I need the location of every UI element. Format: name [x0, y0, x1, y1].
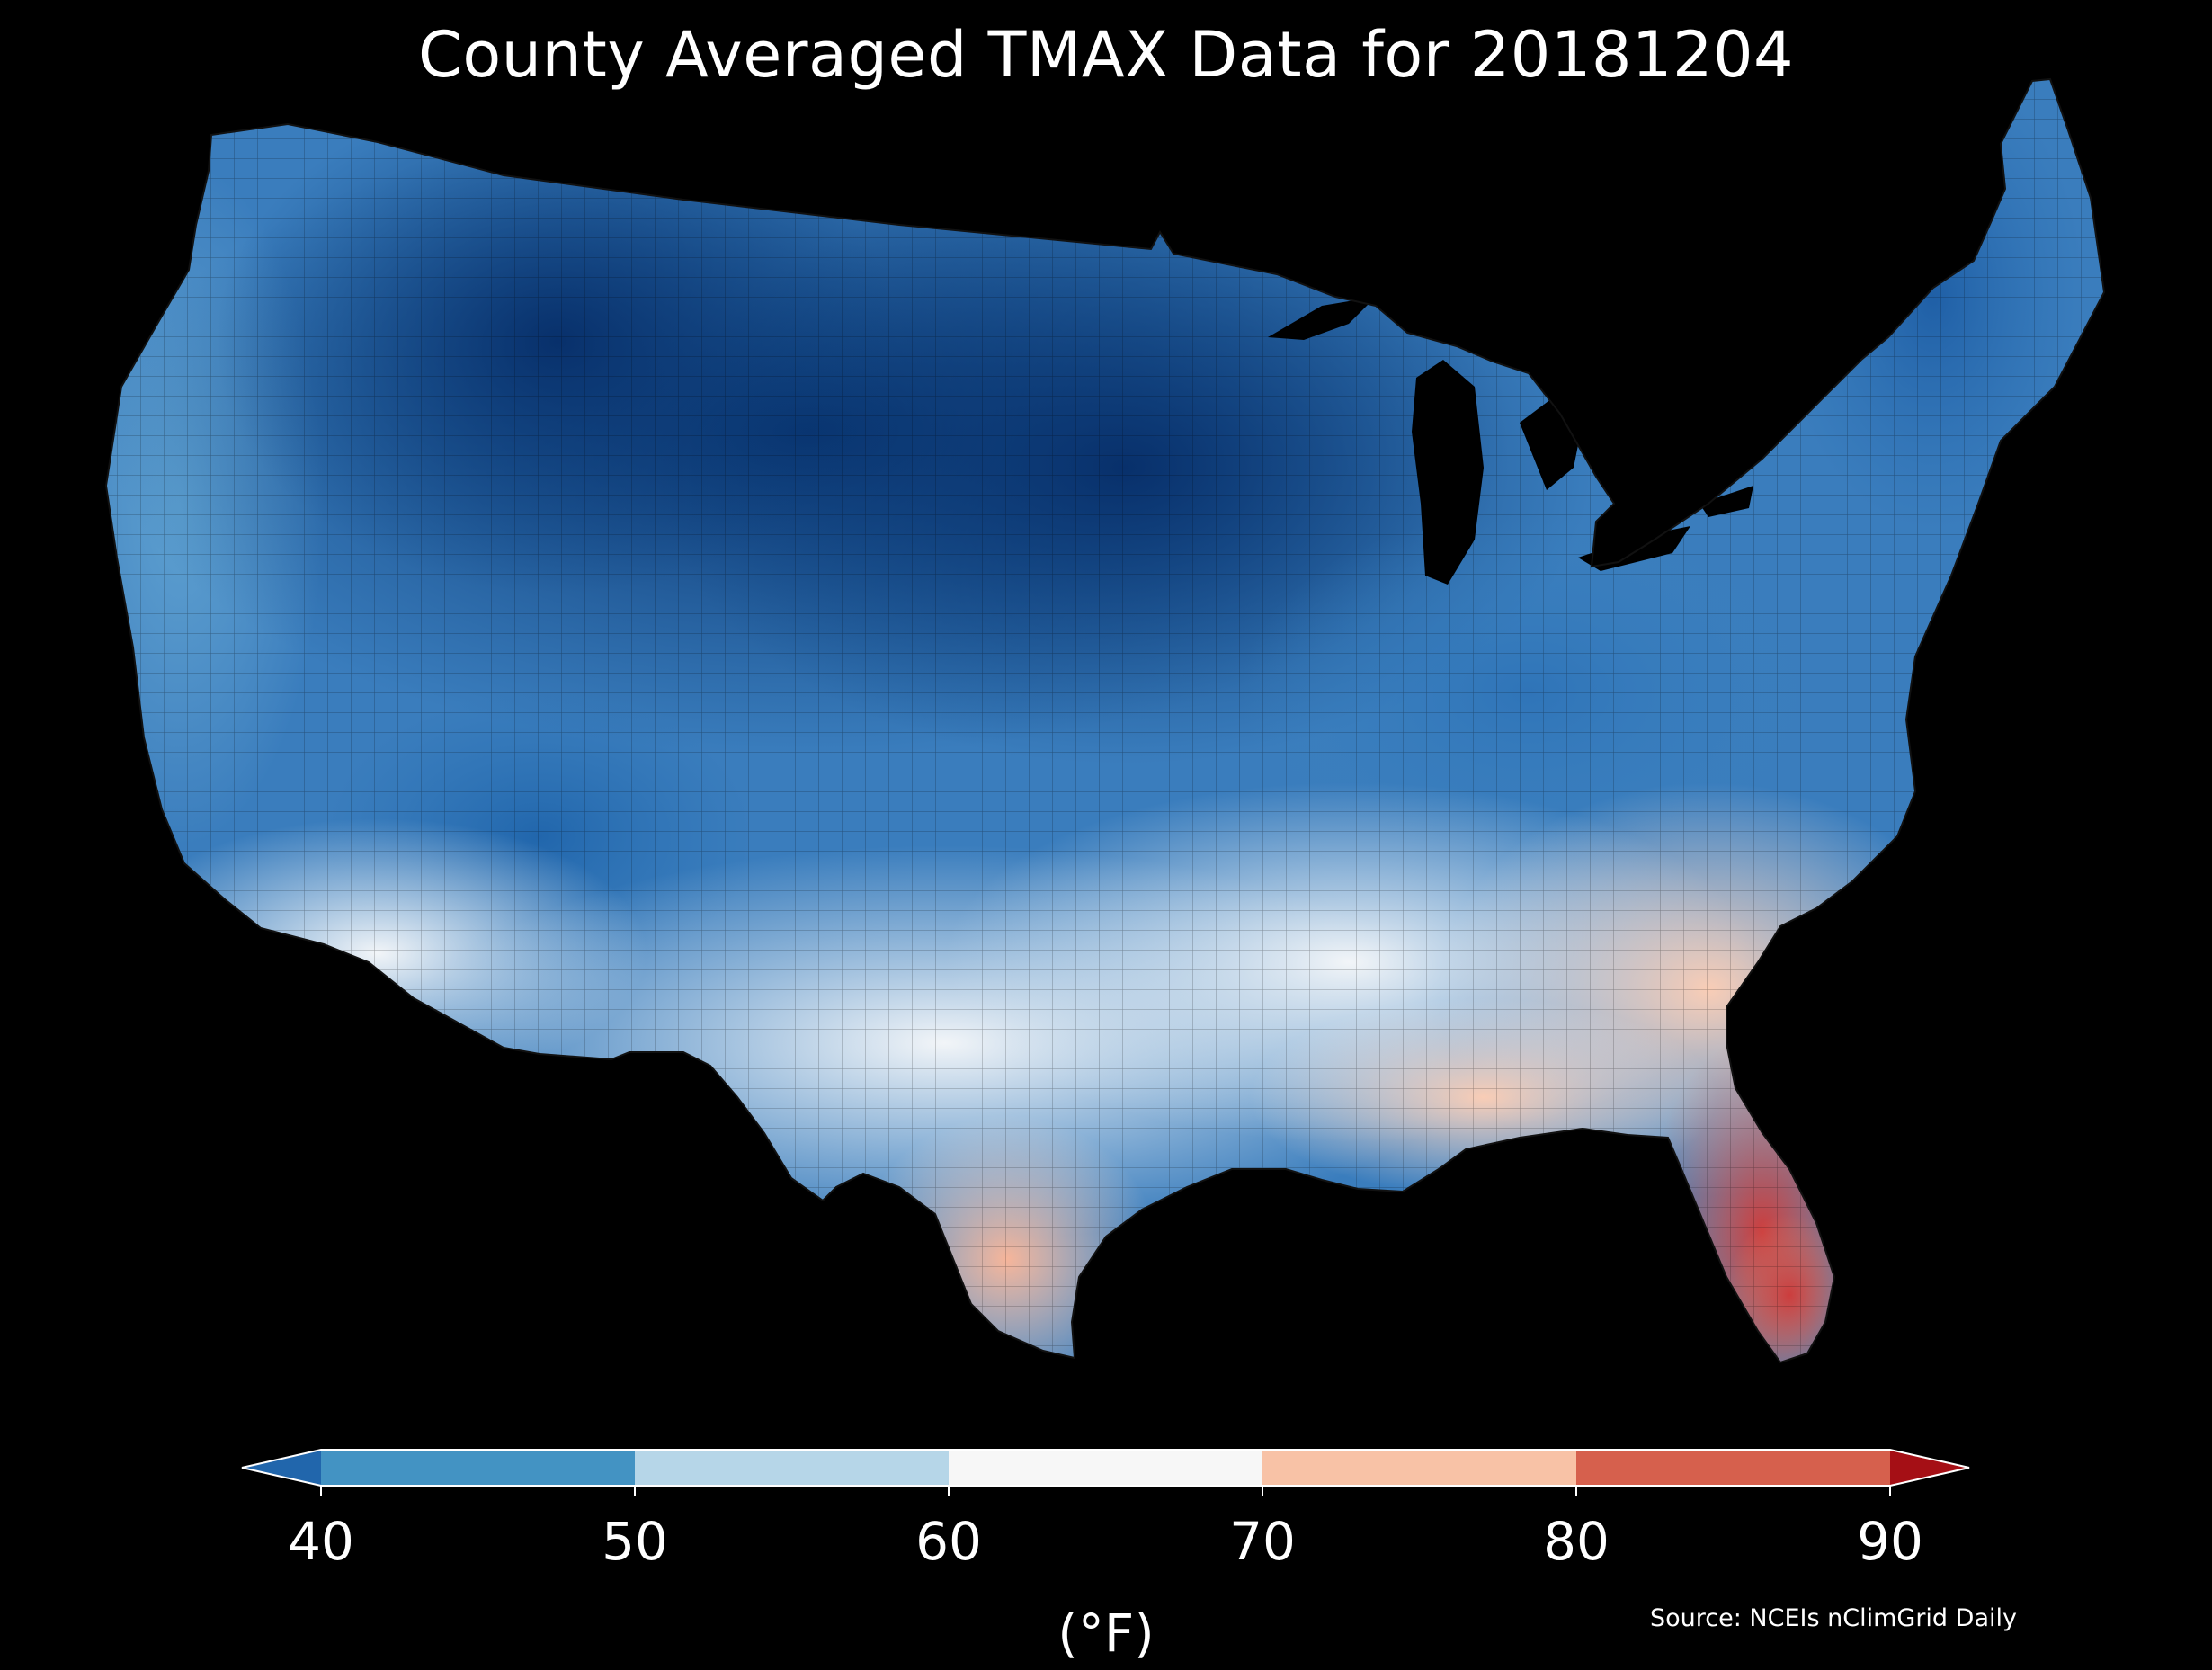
colorbar-label: (°F) — [1057, 1603, 1155, 1664]
colorbar-tick-label-90: 90 — [1857, 1511, 1923, 1572]
colorbar-tick-label-60: 60 — [915, 1511, 982, 1572]
colorbar-bin-80-90 — [1576, 1450, 1890, 1486]
colorbar-bin-50-60 — [635, 1450, 949, 1486]
colorbar-outline — [241, 1449, 1970, 1487]
colorbar-tick-label-50: 50 — [602, 1511, 668, 1572]
colorbar-bin-70-80 — [1262, 1450, 1576, 1486]
colorbar-under-extension — [242, 1450, 321, 1486]
great-lakes — [1268, 297, 1753, 585]
map-title: County Averaged TMAX Data for 20181204 — [417, 18, 1795, 92]
colorbar-bin-40-50 — [321, 1450, 635, 1486]
colorbar-over-extension — [1890, 1450, 1969, 1486]
choropleth-map — [105, 78, 2105, 1363]
source-credit: Source: NCEIs nClimGrid Daily — [1650, 1604, 2017, 1632]
colorbar-tick-label-70: 70 — [1229, 1511, 1296, 1572]
colorbar-tick-label-80: 80 — [1543, 1511, 1610, 1572]
temperature-field — [106, 79, 2104, 1362]
colorbar-bin-60-70 — [949, 1450, 1262, 1486]
colorbar-tick-label-40: 40 — [288, 1511, 354, 1572]
